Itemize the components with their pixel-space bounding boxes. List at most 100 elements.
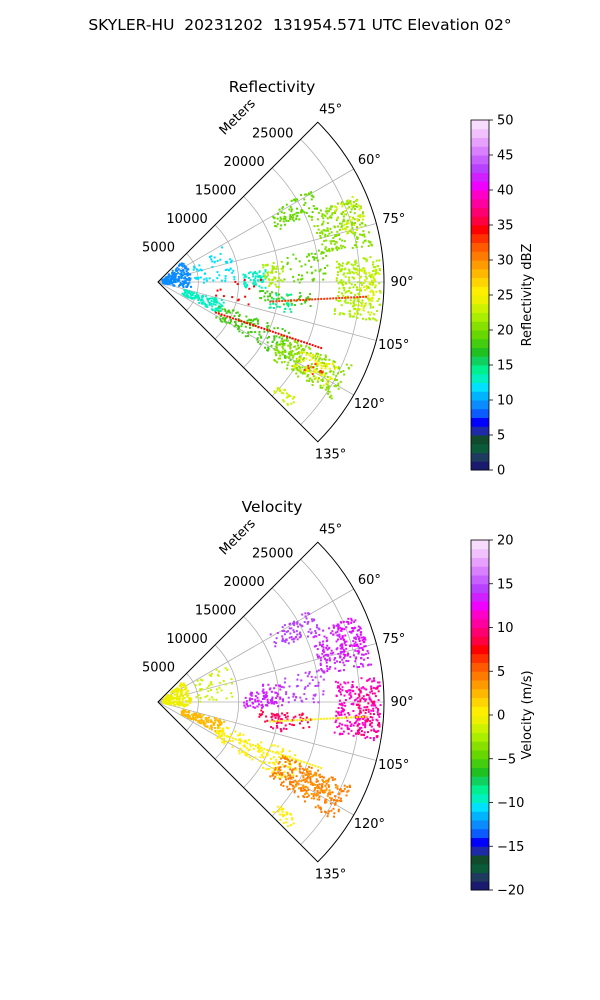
echo-gate [336,787,339,790]
echo-gate [298,356,301,359]
echo-gate [194,294,197,297]
echo-gate [317,681,320,684]
echo-gate [371,719,374,722]
echo-gate [346,691,349,694]
echo-gate [210,683,213,686]
echo-gate [334,667,337,670]
echo-gate [279,219,282,222]
echo-gate [199,713,202,716]
echo-gate [278,272,281,275]
echo-gate [343,787,346,790]
echo-gate [185,277,188,280]
echo-gate [309,777,312,780]
echo-gate [328,250,331,253]
echo-gate [290,199,293,202]
echo-gate [279,227,282,230]
echo-gate [297,359,300,362]
echo-gate [215,668,218,671]
echo-gate [359,626,361,629]
echo-gate [296,678,299,681]
colorbar-tick-label: 50 [497,114,514,129]
echo-gate [347,219,349,222]
echo-gate [238,752,241,755]
echo-gate [277,343,280,346]
echo-gate [163,701,166,704]
echo-gate [316,363,319,366]
echo-gate [312,793,315,796]
echo-gate [295,768,298,771]
echo-gate [279,818,282,821]
echo-gate [341,627,343,630]
echo-gate [327,229,329,232]
echo-gate [230,259,233,262]
echo-gate [316,231,318,234]
echo-gate [296,782,299,785]
echo-gate [357,296,360,299]
echo-gate [310,766,313,769]
echo-gate [325,653,328,656]
echo-gate [289,632,292,635]
echo-gate [292,822,295,825]
echo-gate [183,273,186,276]
echo-gate [272,810,275,813]
echo-gate [301,366,304,369]
echo-gate [364,721,367,724]
echo-gate [325,254,328,257]
echo-gate [293,699,296,702]
echo-gate [335,710,338,713]
echo-gate [172,277,174,280]
echo-gate [195,696,198,699]
echo-gate [266,337,269,340]
echo-gate [330,377,333,380]
echo-gate [360,733,363,736]
colorbar-tick-label: −15 [497,840,524,855]
echo-gate [184,710,187,713]
echo-gate [326,670,329,672]
echo-gate [204,695,207,698]
echo-gate [218,735,220,738]
echo-gate [282,217,285,220]
colorbar-segment [471,680,489,690]
echo-gate [272,216,275,218]
echo-gate [281,626,284,629]
echo-gate [370,276,372,279]
echo-gate [352,654,355,657]
echo-gate [378,290,381,292]
echo-gate [162,700,164,703]
echo-gate [289,763,292,766]
echo-gate [363,271,366,274]
echo-gate [184,281,187,284]
echo-gate [181,280,184,283]
echo-gate [227,727,230,730]
echo-gate [195,712,198,715]
echo-gate [170,698,173,701]
echo-gate [313,635,316,638]
echo-gate [279,688,282,691]
echo-gate [378,725,381,728]
echo-gate [251,692,253,695]
echo-gate [374,268,377,271]
echo-region [303,363,324,376]
echo-gate [307,770,310,773]
echo-gate [215,717,218,720]
echo-gate [270,702,273,705]
echo-gate [327,390,330,393]
echo-gate [340,727,343,730]
echo-gate [274,303,277,306]
echo-gate [320,669,323,672]
echo-gate [304,615,307,618]
echo-gate [294,767,297,770]
echo-gate [187,694,189,697]
echo-gate [228,735,231,738]
echo-gate [357,652,360,655]
echo-gate [167,695,170,698]
echo-gate [312,356,315,359]
echo-gate [342,215,345,218]
colorbar-segment [471,181,489,191]
colorbar-segment [471,365,489,375]
echo-gate [368,231,370,234]
echo-gate [289,353,292,356]
echo-gate [359,287,362,290]
echo-gate [337,712,340,715]
echo-gate [290,293,293,296]
